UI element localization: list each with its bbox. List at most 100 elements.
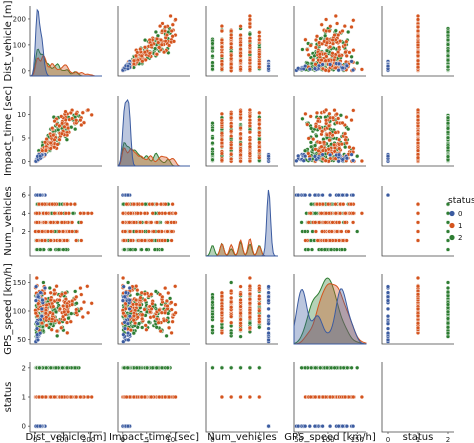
point-status-2 — [445, 58, 451, 63]
point-status-1 — [219, 111, 224, 116]
point-status-1 — [51, 133, 56, 138]
point-status-1 — [219, 53, 224, 58]
point-status-1 — [305, 122, 310, 127]
point-status-1 — [415, 292, 421, 297]
point-status-2 — [349, 54, 354, 59]
point-status-1 — [79, 292, 84, 297]
point-status-1 — [247, 325, 252, 330]
point-status-0 — [125, 331, 131, 336]
point-status-1 — [247, 297, 252, 302]
point-status-1 — [89, 211, 94, 216]
point-status-2 — [154, 325, 159, 330]
point-status-1 — [138, 220, 143, 225]
point-status-1 — [229, 129, 234, 134]
point-status-1 — [257, 34, 262, 39]
point-status-1 — [324, 28, 329, 34]
point-status-1 — [169, 300, 174, 305]
point-status-1 — [79, 220, 84, 225]
point-status-0 — [121, 284, 126, 289]
point-status-1 — [317, 140, 322, 145]
point-status-1 — [315, 238, 320, 243]
point-status-1 — [128, 211, 133, 216]
point-status-2 — [309, 202, 314, 207]
point-status-0 — [127, 285, 132, 291]
point-status-1 — [219, 62, 224, 67]
point-status-1 — [39, 238, 44, 243]
point-status-2 — [257, 325, 262, 330]
point-status-1 — [121, 311, 126, 316]
point-status-0 — [385, 337, 391, 342]
point-status-1 — [330, 41, 336, 46]
point-status-1 — [313, 37, 319, 43]
point-status-2 — [343, 145, 348, 150]
point-status-0 — [121, 332, 126, 337]
point-status-1 — [323, 68, 328, 73]
point-status-1 — [313, 62, 318, 67]
point-status-1 — [229, 300, 234, 305]
point-status-1 — [311, 57, 316, 62]
point-status-1 — [303, 37, 308, 42]
point-status-1 — [351, 211, 356, 216]
point-status-0 — [266, 337, 271, 342]
point-status-0 — [344, 63, 349, 68]
panel-g-s — [381, 274, 454, 345]
point-status-2 — [445, 30, 451, 35]
point-status-1 — [330, 37, 335, 43]
point-status-1 — [170, 202, 175, 207]
point-status-2 — [210, 53, 215, 59]
point-status-2 — [323, 33, 328, 38]
point-status-1 — [359, 158, 364, 164]
point-status-1 — [247, 158, 252, 164]
point-status-1 — [57, 298, 62, 303]
panel-d-s — [381, 6, 454, 77]
panel-t-s — [381, 96, 454, 167]
point-status-1 — [347, 145, 352, 150]
point-status-2 — [339, 247, 344, 252]
point-status-1 — [79, 306, 84, 311]
point-status-2 — [445, 247, 451, 252]
point-status-1 — [149, 42, 154, 48]
point-status-2 — [445, 302, 451, 307]
point-status-2 — [34, 247, 40, 252]
point-status-1 — [238, 67, 243, 72]
point-status-2 — [299, 220, 304, 225]
point-status-1 — [247, 117, 252, 123]
point-status-0 — [266, 306, 271, 311]
point-status-0 — [125, 63, 131, 69]
point-status-0 — [307, 193, 312, 198]
point-status-1 — [342, 24, 347, 29]
point-status-1 — [135, 288, 140, 293]
point-status-2 — [322, 247, 327, 252]
point-status-1 — [80, 314, 85, 320]
point-status-1 — [247, 275, 252, 281]
point-status-1 — [131, 318, 136, 323]
point-status-1 — [351, 146, 356, 151]
point-status-0 — [312, 154, 317, 159]
point-status-1 — [415, 155, 421, 160]
point-status-1 — [341, 238, 346, 243]
point-status-1 — [219, 137, 224, 142]
point-status-2 — [445, 280, 451, 285]
point-status-1 — [150, 211, 155, 216]
point-status-2 — [247, 32, 252, 37]
point-status-1 — [415, 50, 421, 55]
point-status-1 — [156, 320, 161, 325]
point-status-1 — [247, 38, 252, 44]
point-status-1 — [78, 117, 83, 123]
point-status-1 — [343, 131, 348, 136]
point-status-1 — [306, 52, 311, 57]
point-status-1 — [173, 17, 178, 22]
point-status-1 — [238, 292, 243, 297]
point-status-1 — [339, 142, 344, 147]
point-status-1 — [150, 202, 155, 207]
point-status-0 — [266, 294, 271, 299]
axis-spine — [205, 6, 278, 77]
point-status-1 — [229, 305, 234, 310]
point-status-1 — [219, 318, 224, 323]
point-status-1 — [305, 47, 310, 52]
point-status-1 — [70, 229, 75, 234]
point-status-1 — [238, 148, 243, 153]
point-status-2 — [355, 60, 360, 66]
point-status-1 — [351, 220, 356, 225]
point-status-0 — [320, 152, 325, 157]
